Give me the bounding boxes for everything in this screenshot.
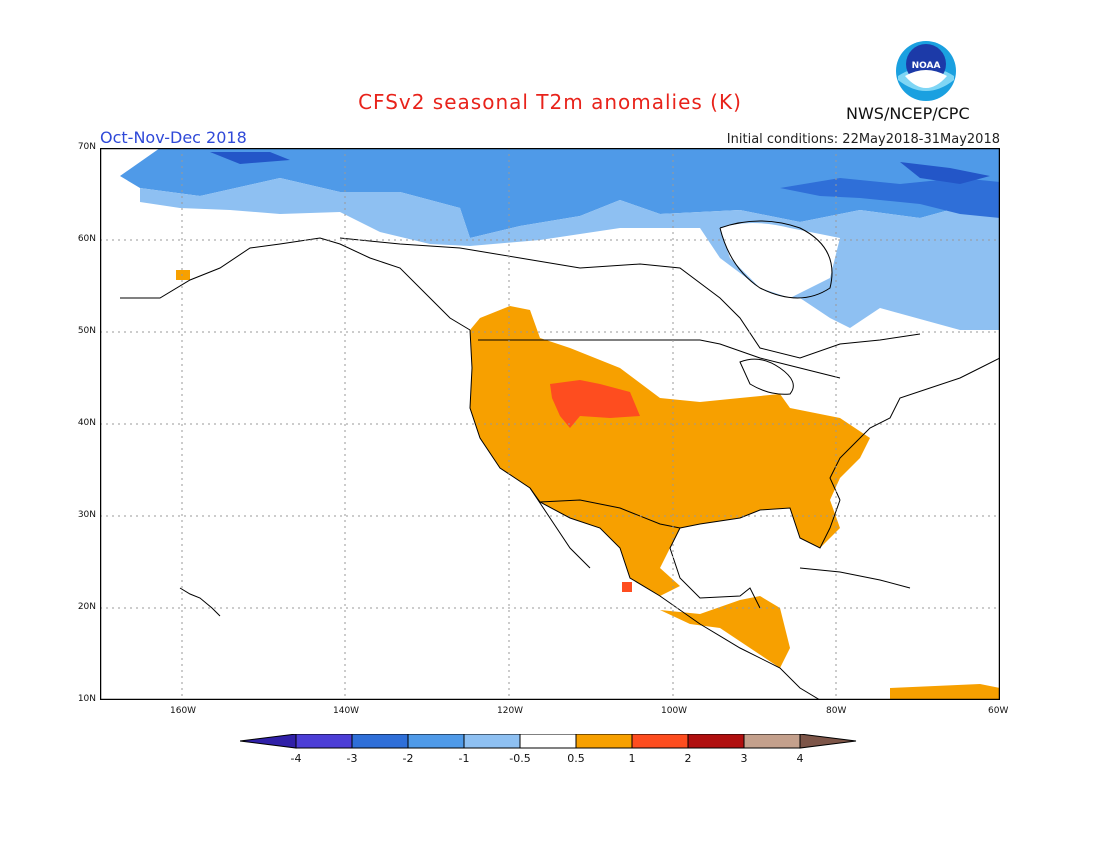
- us-mexico-border: [539, 499, 681, 529]
- map-frame: [99, 147, 1001, 701]
- lat-label: 60N: [77, 234, 96, 244]
- arctic-deep-cold: [900, 162, 990, 184]
- caribbean-warm: [890, 684, 1000, 700]
- gulf-coast: [679, 499, 841, 549]
- colorbar-label: 4: [797, 752, 804, 765]
- colorbar-label: 0.5: [567, 752, 585, 765]
- colorbar-svg: -4 -3 -2 -1 -0.5 0.5 1 2 3 4: [239, 733, 857, 765]
- us-canada-border: [478, 339, 841, 379]
- great-lakes: [739, 358, 794, 395]
- us-warm-region: [470, 306, 870, 596]
- colorbar-max-arrow: [799, 733, 857, 749]
- colorbar-label: 3: [741, 752, 748, 765]
- lat-axis: 70N 60N 50N 40N 30N 20N 10N: [60, 142, 96, 704]
- hawaii: [179, 587, 221, 617]
- initial-conditions: Initial conditions: 22May2018-31May2018: [726, 132, 1000, 147]
- hudson-bay: [719, 220, 833, 299]
- graticule: [100, 148, 1000, 700]
- lat-label: 10N: [77, 694, 96, 704]
- lat-label: 40N: [77, 418, 96, 428]
- canada-white-gap: [720, 223, 840, 298]
- colorbar-segment: [351, 733, 409, 749]
- baja-coast: [529, 487, 591, 569]
- colorbar-segment: [295, 733, 353, 749]
- map-panel: 70N 60N 50N 40N 30N 20N 10N 160W 140W 12…: [78, 142, 1009, 716]
- colorbar-label: -0.5: [509, 752, 530, 765]
- colorbar: -4 -3 -2 -1 -0.5 0.5 1 2 3 4: [239, 733, 862, 774]
- colorbar-label: -3: [347, 752, 358, 765]
- lon-label: 60W: [988, 706, 1009, 716]
- colorbar-segment: [687, 733, 745, 749]
- alaska-coast: [120, 237, 471, 331]
- canada-arctic-coast: [339, 237, 921, 359]
- lat-label: 30N: [77, 510, 96, 520]
- lon-axis: 160W 140W 120W 100W 80W 60W: [100, 706, 1008, 720]
- arctic-cold-region: [120, 148, 1000, 238]
- cuba: [799, 567, 911, 589]
- lon-label: 120W: [497, 706, 524, 716]
- map-svg: [99, 147, 1001, 701]
- colorbar-segment: [575, 733, 633, 749]
- colorbar-segment: [463, 733, 521, 749]
- lat-label: 50N: [77, 326, 96, 336]
- greenland-cold-region: [210, 152, 290, 164]
- colorbar-label: -2: [403, 752, 414, 765]
- lat-label: 70N: [77, 142, 96, 152]
- colorbar-label: -4: [291, 752, 302, 765]
- east-canada-cold: [780, 178, 1000, 218]
- anomaly-fields: [120, 148, 1000, 700]
- colorbar-min-arrow: [239, 733, 297, 749]
- central-america-warm: [660, 596, 790, 668]
- lon-label: 100W: [661, 706, 688, 716]
- atlantic-coast: [829, 357, 1001, 501]
- colorbar-segment: [743, 733, 801, 749]
- alaska-warm-spot: [176, 270, 190, 280]
- logo-text: NOAA: [912, 61, 941, 71]
- colorbar-label: 2: [685, 752, 692, 765]
- colorbar-label: 1: [629, 752, 636, 765]
- lon-label: 140W: [333, 706, 360, 716]
- rockies-hot-region: [550, 380, 640, 428]
- season-label: Oct-Nov-Dec 2018: [100, 128, 247, 147]
- colorbar-segment: [631, 733, 689, 749]
- noaa-logo: NOAA: [896, 41, 956, 101]
- pacific-coast: [469, 329, 821, 701]
- map-title: CFSv2 seasonal T2m anomalies (K): [358, 90, 742, 114]
- yucatan-coast: [669, 527, 761, 609]
- mexico-hot-spot: [622, 582, 632, 592]
- agency-label: NWS/NCEP/CPC: [846, 104, 970, 123]
- colorbar-label: -1: [459, 752, 470, 765]
- lat-label: 20N: [77, 602, 96, 612]
- colorbar-segment: [407, 733, 465, 749]
- lon-label: 160W: [170, 706, 197, 716]
- coastlines: [120, 220, 1001, 701]
- lon-label: 80W: [826, 706, 847, 716]
- colorbar-segment: [519, 733, 577, 749]
